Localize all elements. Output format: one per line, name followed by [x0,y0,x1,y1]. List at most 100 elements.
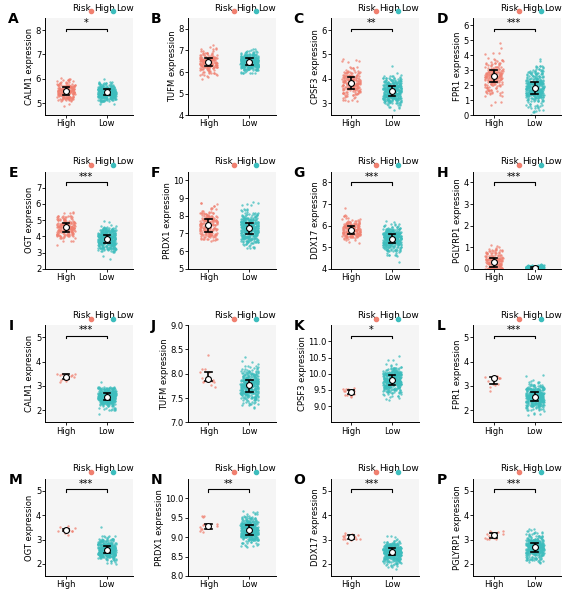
Point [526,405,535,415]
Point [202,519,211,529]
Point [530,263,539,272]
Point [63,230,72,240]
Point [344,83,353,92]
Point [249,233,259,242]
Point [538,534,547,544]
Point [60,215,69,224]
Point [250,531,259,541]
Point [247,57,256,67]
Point [526,401,535,411]
Point [531,264,540,274]
Point [254,53,263,63]
Point [530,392,539,401]
Point [531,550,540,559]
Point [98,545,107,555]
Point [108,236,117,246]
Point [238,52,247,62]
Point [387,372,396,382]
Point [530,263,539,272]
Point [96,230,105,239]
Point [535,80,544,89]
Point [97,545,106,554]
Point [380,548,390,558]
Point [393,82,402,91]
Point [527,263,536,273]
Point [531,398,540,408]
Point [379,544,388,554]
Point [523,544,532,554]
Point [56,233,65,243]
Point [386,239,395,249]
Point [67,211,76,221]
Point [241,514,250,524]
Point [253,379,262,388]
Point [61,80,70,90]
Point [530,385,539,395]
Point [248,526,257,535]
Point [396,377,405,387]
Point [384,545,393,554]
Point [530,553,539,562]
Point [100,389,109,398]
Point [57,218,66,228]
Point [69,87,78,97]
Point [236,385,245,395]
Point [210,201,219,211]
Point [243,523,252,532]
Point [383,562,392,571]
Point [537,392,546,401]
Point [486,262,496,272]
Point [109,542,119,552]
Point [379,84,388,94]
Point [204,65,213,75]
Point [535,380,544,390]
Point [95,391,104,400]
Point [394,81,403,91]
Point [530,263,539,272]
Point [383,77,392,87]
Point [482,86,491,95]
Point [246,377,255,387]
Point [537,87,546,97]
Point [531,531,540,541]
Point [212,212,221,222]
Point [95,83,104,93]
Point [251,395,260,404]
Point [538,86,547,96]
Point [206,53,215,63]
Point [196,220,205,230]
Point [533,84,542,94]
Point [64,229,73,238]
Point [251,378,260,388]
Point [99,389,108,399]
Point [242,55,251,64]
Point [532,545,541,555]
Point [64,216,73,226]
Point [204,65,213,74]
Point [248,388,257,398]
Point [383,78,392,88]
Point [536,392,545,401]
Point [539,536,548,545]
Point [247,377,256,387]
Point [353,73,362,83]
Point [529,385,538,394]
Point [533,392,542,401]
Point [379,378,388,388]
Point [247,524,256,533]
Point [388,88,397,98]
Point [339,67,348,77]
Point [108,551,117,560]
Point [396,547,405,556]
Point [251,226,260,236]
Point [342,219,352,229]
Point [240,217,249,226]
Point [101,540,111,550]
Point [111,390,120,400]
Point [103,85,112,95]
Point [532,264,541,274]
Point [199,55,208,65]
Point [238,522,247,532]
Point [53,87,62,97]
Point [383,547,392,556]
